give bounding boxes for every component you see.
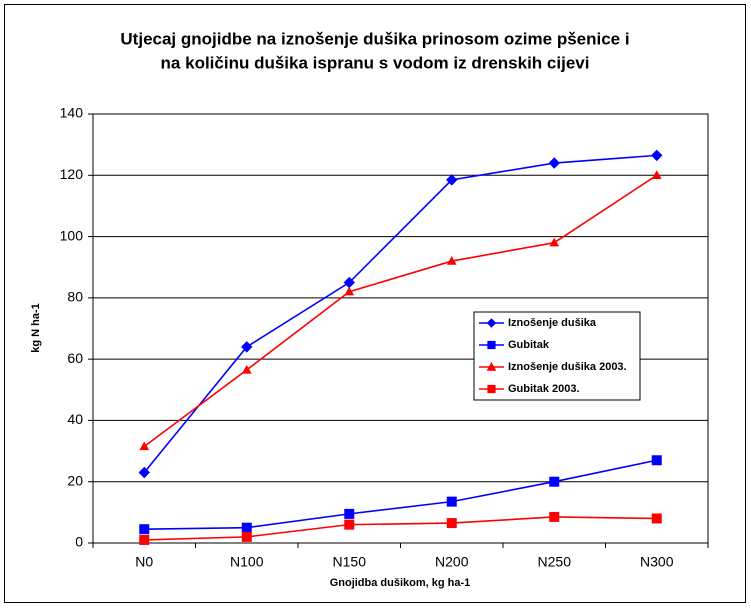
y-tick-label: 60 [67,350,83,366]
point-marker [651,170,662,179]
point-marker [344,508,355,519]
point-marker [548,157,560,169]
point-marker [487,340,496,350]
y-tick-label: 20 [67,472,83,488]
legend-label: Gubitak 2003. [508,383,580,395]
point-marker [241,341,253,353]
point-marker [549,237,560,247]
point-marker [241,522,252,533]
point-marker [241,364,252,374]
series-line [144,516,657,541]
point-marker [486,361,497,371]
y-axis-label: kg N ha-1 [30,303,42,353]
point-marker [446,174,458,186]
point-marker [651,455,662,466]
legend-label: Gubitak [508,339,550,351]
point-marker [446,496,457,507]
y-tick-label: 0 [75,534,83,550]
point-marker [139,441,150,451]
point-marker [344,519,355,530]
y-tick-label: 120 [60,166,84,182]
x-tick-label: N100 [230,554,264,570]
series-line [143,174,658,448]
point-marker [487,384,496,394]
point-marker [651,149,663,162]
point-marker [549,511,560,522]
legend-label: Iznošenje dušika 2003. [508,361,627,373]
point-marker [344,286,355,296]
y-tick-label: 140 [60,105,84,121]
legend-box [473,311,641,401]
point-marker [549,476,560,487]
point-marker [138,466,150,479]
x-axis-label: Gnojidba dušikom, kg ha-1 [330,577,471,589]
x-tick-label: N0 [135,554,153,570]
series-line [144,459,657,531]
point-marker [486,318,497,328]
y-tick-label: 100 [60,227,84,243]
point-marker [139,534,150,545]
x-tick-label: N250 [538,554,572,570]
point-marker [241,531,252,542]
y-tick-label: 40 [67,411,83,427]
x-tick-label: N200 [435,554,469,570]
point-marker [446,518,457,529]
x-tick-label: N300 [640,554,674,570]
x-tick-label: N150 [333,554,367,570]
point-marker [446,256,457,265]
series-line [143,154,657,474]
chart-subtitle: na količinu dušika ispranu s vodom iz dr… [161,53,590,72]
point-marker [139,524,150,535]
y-tick-label: 80 [67,289,83,305]
point-marker [651,513,662,524]
chart-title: Utjecaj gnojidbe na iznošenje dušika pri… [120,29,629,48]
legend-label: Iznošenje dušika [508,317,597,329]
